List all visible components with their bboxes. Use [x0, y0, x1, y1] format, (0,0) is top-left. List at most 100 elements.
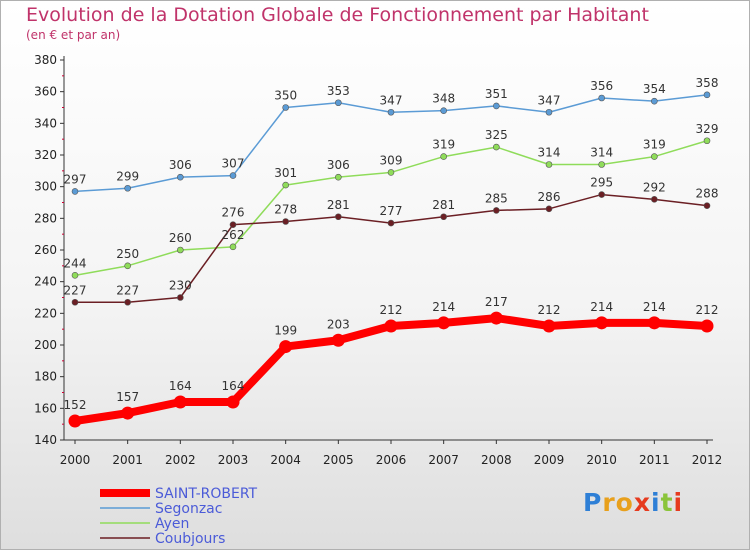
data-point-coubjours: [598, 191, 605, 198]
data-label-saint-robert: 203: [327, 317, 350, 331]
series-line-saint-robert: [74, 314, 708, 425]
x-tick-label: 2003: [218, 453, 249, 467]
legend-label-segonzac: Segonzac: [155, 501, 222, 517]
legend-label-saint-robert: SAINT-ROBERT: [155, 486, 258, 502]
data-point-ayen: [71, 272, 79, 279]
data-point-ayen: [703, 137, 711, 145]
data-point-ayen: [124, 262, 131, 270]
data-point-ayen: [229, 243, 237, 251]
x-tick-label: 2009: [534, 453, 565, 467]
data-label-coubjours: 288: [696, 187, 719, 201]
data-label-saint-robert: 212: [538, 303, 561, 317]
data-label-ayen: 262: [222, 228, 245, 242]
data-label-coubjours: 276: [222, 206, 245, 220]
data-point-segonzac: [71, 188, 79, 195]
data-point-coubjours: [229, 221, 237, 228]
data-label-coubjours: 285: [485, 191, 508, 205]
data-point-ayen: [335, 173, 342, 181]
data-label-ayen: 325: [485, 128, 508, 142]
data-label-coubjours: 295: [590, 176, 613, 190]
y-tick-label: 380: [34, 53, 57, 67]
data-point-segonzac: [177, 173, 184, 181]
data-point-segonzac: [493, 102, 500, 110]
logo-letter: P: [583, 488, 603, 517]
y-tick-label: 180: [34, 370, 57, 384]
data-label-ayen: 309: [380, 153, 403, 167]
data-label-ayen: 314: [590, 146, 613, 160]
y-tick-label: 360: [34, 85, 57, 99]
data-label-segonzac: 306: [169, 158, 192, 172]
data-label-ayen: 250: [116, 247, 139, 261]
data-point-saint-robert: [437, 316, 451, 330]
data-point-segonzac: [282, 104, 289, 111]
data-point-saint-robert: [384, 319, 398, 333]
data-point-ayen: [387, 169, 395, 176]
x-tick-label: 2004: [270, 453, 301, 467]
data-point-saint-robert: [279, 340, 293, 354]
data-label-saint-robert: 199: [274, 324, 297, 338]
data-label-coubjours: 281: [432, 198, 455, 212]
data-point-segonzac: [124, 184, 131, 192]
data-label-segonzac: 351: [485, 87, 508, 101]
logo-letter: i: [651, 488, 661, 517]
y-tick-label: 220: [34, 306, 57, 320]
data-label-segonzac: 350: [274, 89, 297, 103]
y-tick-label: 160: [34, 401, 57, 415]
data-point-coubjours: [335, 213, 342, 221]
y-tick-label: 280: [34, 211, 57, 225]
data-label-saint-robert: 212: [696, 303, 719, 317]
data-point-ayen: [177, 246, 184, 254]
data-label-saint-robert: 214: [432, 300, 455, 314]
chart-subtitle: (en € et par an): [26, 28, 121, 42]
y-tick-label: 340: [34, 116, 57, 130]
data-point-ayen: [598, 161, 605, 168]
logo-letter: i: [673, 488, 684, 517]
data-point-ayen: [651, 153, 658, 160]
data-label-saint-robert: 214: [643, 300, 666, 314]
data-point-saint-robert: [542, 319, 556, 333]
logo-letter: r: [602, 488, 616, 517]
data-label-coubjours: 281: [327, 198, 350, 212]
x-tick-label: 2011: [639, 453, 670, 467]
data-point-coubjours: [71, 298, 79, 306]
data-label-saint-robert: 152: [64, 398, 87, 412]
data-point-saint-robert: [700, 319, 714, 333]
data-point-segonzac: [229, 172, 237, 179]
x-tick-label: 2007: [428, 453, 459, 467]
logo-letter: x: [633, 488, 651, 517]
axes: 140 160 180 200 220 240 260 280 300 320 340 360 380 2…: [34, 53, 722, 467]
data-point-coubjours: [493, 207, 500, 214]
data-label-segonzac: 347: [380, 93, 403, 107]
y-tick-label: 300: [34, 180, 57, 194]
data-label-ayen: 329: [696, 122, 719, 136]
legend-label-ayen: Ayen: [155, 516, 189, 532]
data-point-segonzac: [335, 99, 342, 107]
proxiti-logo: Proxiti: [583, 488, 683, 517]
y-tick-label: 140: [34, 433, 57, 447]
data-point-saint-robert: [226, 395, 240, 409]
data-label-segonzac: 299: [116, 169, 139, 183]
logo-letter: o: [615, 488, 634, 517]
data-label-ayen: 314: [538, 146, 561, 160]
data-label-coubjours: 286: [538, 190, 561, 204]
y-tick-label: 320: [34, 148, 57, 162]
data-label-segonzac: 347: [538, 93, 561, 107]
data-label-coubjours: 227: [64, 283, 87, 297]
x-tick-label: 2012: [692, 453, 723, 467]
data-point-segonzac: [545, 108, 553, 116]
data-point-segonzac: [440, 107, 447, 114]
data-label-segonzac: 358: [696, 76, 719, 90]
data-label-saint-robert: 212: [380, 303, 403, 317]
data-point-segonzac: [703, 91, 711, 99]
y-tick-label: 200: [34, 338, 57, 352]
data-point-ayen: [545, 161, 553, 168]
x-tick-label: 2006: [376, 453, 407, 467]
data-labels-layer: 297 299 306 307 350 353 347 348 351 347 356 354 358 2…: [64, 76, 719, 412]
x-tick-label: 2000: [60, 453, 91, 467]
data-point-coubjours: [124, 298, 131, 306]
data-point-saint-robert: [173, 395, 187, 409]
data-point-coubjours: [703, 202, 711, 209]
data-label-segonzac: 354: [643, 82, 666, 96]
